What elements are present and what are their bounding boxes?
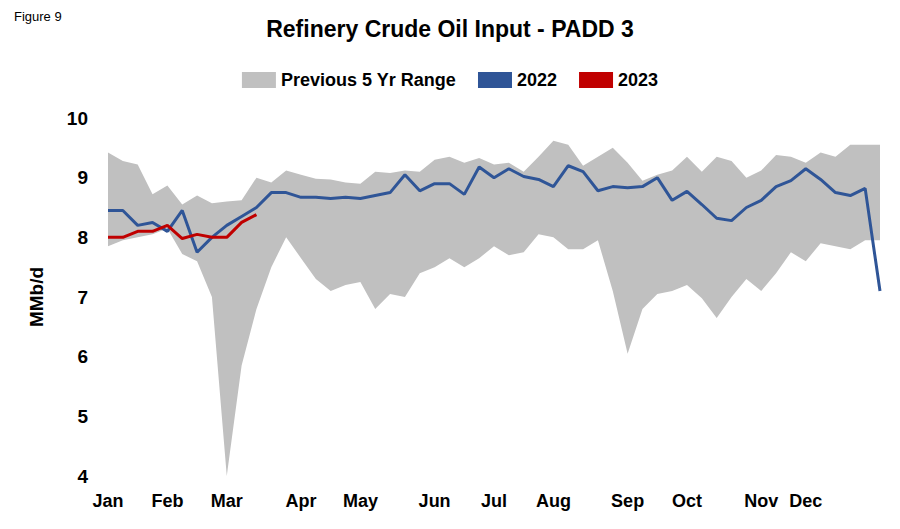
svg-text:4: 4 (77, 466, 88, 487)
svg-text:5: 5 (77, 406, 88, 427)
svg-text:6: 6 (77, 346, 88, 367)
svg-text:Previous 5 Yr Range: Previous 5 Yr Range (281, 70, 456, 90)
svg-text:8: 8 (77, 227, 88, 248)
svg-text:Mar: Mar (211, 491, 243, 511)
svg-text:Sep: Sep (611, 491, 644, 511)
svg-text:2023: 2023 (618, 70, 658, 90)
svg-text:Aug: Aug (536, 491, 571, 511)
svg-text:Jan: Jan (92, 491, 123, 511)
svg-text:2022: 2022 (517, 70, 557, 90)
svg-text:Jul: Jul (481, 491, 507, 511)
svg-text:Nov: Nov (744, 491, 778, 511)
svg-text:Refinery Crude Oil Input - PAD: Refinery Crude Oil Input - PADD 3 (266, 16, 634, 42)
svg-text:May: May (343, 491, 378, 511)
svg-text:MMb/d: MMb/d (26, 267, 47, 327)
svg-text:9: 9 (77, 167, 88, 188)
svg-text:Apr: Apr (286, 491, 317, 511)
svg-text:Jun: Jun (419, 491, 451, 511)
svg-text:Figure 9: Figure 9 (14, 9, 62, 24)
svg-text:Feb: Feb (151, 491, 183, 511)
svg-text:7: 7 (77, 287, 88, 308)
svg-text:10: 10 (67, 108, 88, 129)
svg-text:Oct: Oct (672, 491, 702, 511)
svg-text:Dec: Dec (789, 491, 822, 511)
